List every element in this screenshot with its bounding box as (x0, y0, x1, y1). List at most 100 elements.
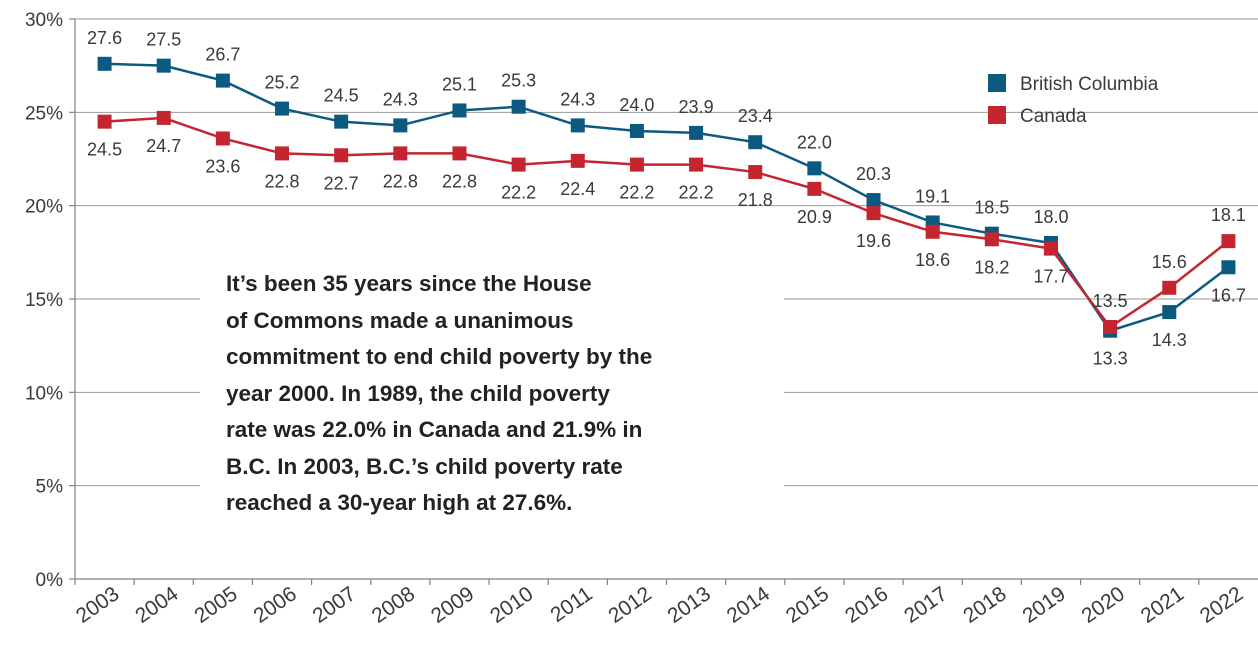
data-label: 25.3 (501, 71, 536, 91)
x-tick-label: 2013 (663, 582, 714, 628)
data-label: 13.5 (1093, 291, 1128, 311)
series-line (104, 116, 1230, 329)
series-line (104, 62, 1230, 333)
data-point (1103, 320, 1118, 334)
annotation-box: It’s been 35 years since the House of Co… (200, 262, 784, 532)
data-point (97, 56, 112, 71)
data-label: 19.6 (856, 231, 891, 251)
data-point (689, 157, 704, 172)
x-axis-ticks: 2003 2004 2005 2006 2007 2008 2009 2010 2011 2012… (72, 582, 1247, 628)
data-label: 17.7 (1033, 267, 1068, 287)
data-label: 22.8 (265, 171, 300, 191)
y-tick-label: 5% (36, 477, 64, 498)
x-tick-label: 2005 (190, 582, 241, 628)
x-tick-label: 2022 (1196, 582, 1247, 628)
data-label: 20.3 (856, 164, 891, 184)
x-tick-label: 2008 (368, 582, 419, 628)
legend: British Columbia Canada (988, 74, 1159, 127)
data-point (570, 153, 585, 168)
data-label: 22.4 (560, 179, 595, 199)
data-point (275, 101, 290, 116)
data-point (334, 148, 349, 163)
annotation-line: commitment to end child poverty by the (226, 344, 653, 369)
data-label: 24.5 (324, 86, 359, 106)
data-point (570, 118, 585, 133)
data-point (984, 232, 999, 247)
data-point (275, 146, 290, 161)
x-tick-label: 2018 (959, 582, 1010, 628)
data-point (511, 99, 526, 114)
data-label: 22.7 (324, 173, 359, 193)
data-point (334, 114, 349, 129)
data-point (215, 131, 230, 146)
data-label: 23.9 (679, 97, 714, 117)
data-label: 25.2 (265, 73, 300, 93)
data-point (511, 157, 526, 172)
x-tick-label: 2006 (249, 582, 300, 628)
data-label: 24.0 (619, 95, 654, 115)
data-label: 18.5 (974, 198, 1009, 218)
data-point (748, 165, 763, 180)
data-label: 18.6 (915, 250, 950, 270)
data-point (689, 125, 704, 140)
y-axis-ticks: 0% 5% 10% 15% 20% 25% 30% (25, 10, 63, 591)
data-label: 18.1 (1211, 205, 1246, 225)
data-label: 27.5 (146, 30, 181, 50)
data-label: 25.1 (442, 74, 477, 94)
annotation-line: B.C. In 2003, B.C.’s child poverty rate (226, 453, 623, 479)
data-label: 18.0 (1033, 207, 1068, 227)
y-tick-label: 15% (25, 290, 63, 311)
data-point (1221, 260, 1236, 275)
x-tick-label: 2004 (131, 582, 183, 628)
data-label: 22.2 (619, 183, 654, 203)
data-label: 24.3 (560, 89, 595, 109)
data-label: 22.2 (679, 183, 714, 203)
data-point (748, 135, 763, 150)
annotation-line: rate was 22.0% in Canada and 21.9% in (226, 417, 643, 442)
data-label: 24.3 (383, 89, 418, 109)
legend-swatch (988, 74, 1006, 92)
data-label: 18.2 (974, 257, 1009, 277)
data-label: 22.2 (501, 183, 536, 203)
annotation-line: It’s been 35 years since the House (226, 271, 592, 296)
data-point (1162, 280, 1177, 295)
data-point (866, 193, 881, 208)
x-tick-label: 2015 (782, 582, 833, 628)
data-point (866, 206, 881, 221)
data-label: 19.1 (915, 186, 950, 206)
data-point (1162, 305, 1177, 320)
x-tick-label: 2003 (72, 582, 123, 628)
data-label: 23.4 (738, 106, 773, 126)
data-point (925, 224, 940, 239)
data-point (1043, 241, 1058, 256)
annotation-line: of Commons made a unanimous (226, 307, 574, 333)
x-tick-label: 2017 (900, 582, 951, 628)
data-point (97, 114, 112, 129)
data-label: 24.5 (87, 140, 122, 160)
data-label: 20.9 (797, 207, 832, 227)
y-tick-label: 10% (25, 383, 63, 404)
x-tick-label: 2021 (1137, 582, 1188, 628)
data-point (215, 73, 230, 88)
data-label: 15.6 (1152, 252, 1187, 272)
x-tick-label: 2012 (604, 582, 655, 628)
legend-label: British Columbia (1020, 74, 1159, 95)
x-tick-label: 2009 (427, 582, 478, 628)
annotation-line: reached a 30-year high at 27.6%. (226, 490, 573, 515)
data-point (629, 157, 644, 172)
x-tick-label: 2014 (723, 582, 775, 628)
y-tick-label: 20% (25, 197, 63, 218)
data-point (452, 103, 467, 118)
x-tick-label: 2010 (486, 582, 537, 628)
data-point (452, 146, 467, 161)
series-group: 27.6 27.5 26.7 25.2 24.5 24.3 25.1 25.3 24.3 24.0… (87, 28, 1246, 369)
x-tick-label: 2011 (546, 582, 596, 627)
legend-label: Canada (1020, 106, 1087, 127)
data-label: 23.6 (205, 156, 240, 176)
series-canada: 24.5 24.7 23.6 22.8 22.7 22.8 22.8 22.2 22.4 22.2… (87, 110, 1246, 334)
x-tick-label: 2016 (841, 582, 892, 628)
y-tick-label: 0% (36, 570, 64, 591)
x-tick-label: 2019 (1018, 582, 1069, 628)
data-label: 13.3 (1093, 349, 1128, 369)
